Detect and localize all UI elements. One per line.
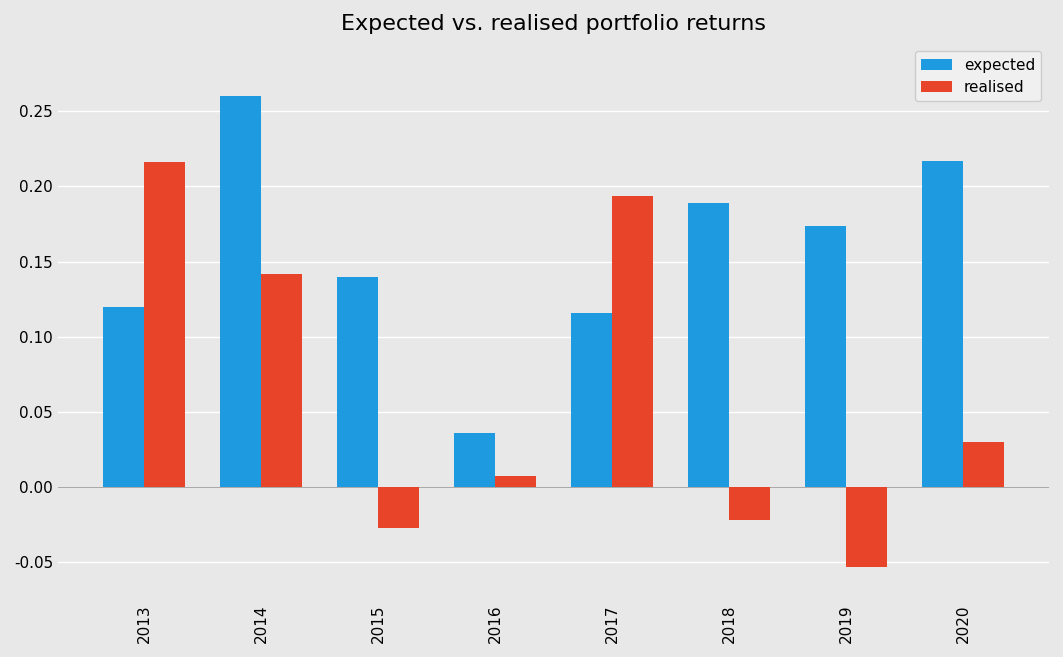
Bar (144, 162, 185, 487)
Bar (454, 433, 495, 487)
Bar (571, 313, 612, 487)
Bar (261, 273, 302, 487)
Bar (378, 487, 419, 528)
Title: Expected vs. realised portfolio returns: Expected vs. realised portfolio returns (341, 14, 766, 34)
Bar (337, 277, 378, 487)
Bar (495, 476, 536, 487)
Bar (612, 196, 653, 487)
Bar (220, 97, 261, 487)
Bar (729, 487, 770, 520)
Bar (846, 487, 887, 566)
Bar (963, 442, 1005, 487)
Bar (103, 307, 144, 487)
Bar (688, 203, 729, 487)
Legend: expected, realised: expected, realised (915, 51, 1042, 101)
Bar (922, 161, 963, 487)
Bar (805, 225, 846, 487)
